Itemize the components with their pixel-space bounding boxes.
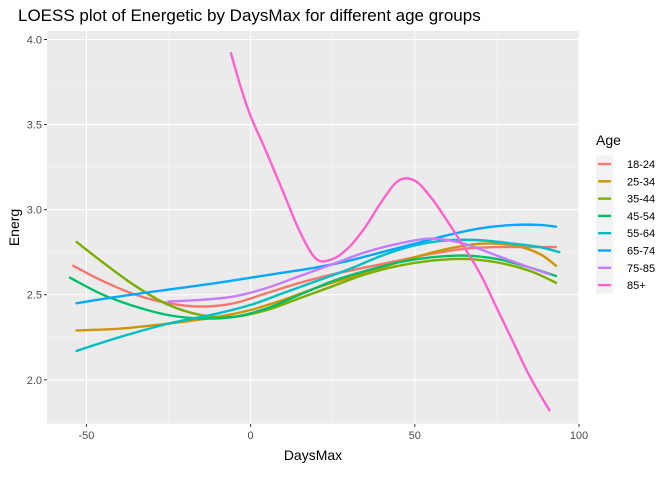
y-axis-title: Energ bbox=[6, 209, 22, 246]
y-axis: 2.0 2.5 3.0 3.5 4.0 bbox=[27, 35, 47, 387]
x-tick-label: 100 bbox=[570, 430, 588, 442]
legend-label-18-24: 18-24 bbox=[627, 159, 655, 171]
series-line-65-74 bbox=[75, 223, 558, 305]
grid-minor bbox=[47, 31, 579, 424]
legend-label-25-34: 25-34 bbox=[627, 176, 655, 188]
y-tick-label: 2.5 bbox=[27, 290, 42, 302]
legend-label-35-44: 35-44 bbox=[627, 194, 655, 206]
series-line-35-44 bbox=[75, 240, 558, 319]
x-axis-title: DaysMax bbox=[284, 447, 342, 463]
series-line-85+ bbox=[229, 51, 551, 412]
chart-title: LOESS plot of Energetic by DaysMax for d… bbox=[18, 6, 481, 25]
legend-label-65-74: 65-74 bbox=[627, 246, 655, 258]
legend: Age 18-24 25-34 35-44 45-54 55-64 65-74 75-85 8… bbox=[596, 132, 655, 294]
y-tick-label: 3.0 bbox=[27, 205, 42, 217]
plot-panel bbox=[47, 31, 579, 424]
y-tick-label: 3.5 bbox=[27, 120, 42, 132]
series-line-45-54 bbox=[68, 254, 558, 320]
y-tick-label: 4.0 bbox=[27, 35, 42, 47]
x-tick-label: -50 bbox=[78, 430, 94, 442]
series-line-75-85 bbox=[167, 237, 551, 303]
legend-title: Age bbox=[596, 132, 621, 148]
legend-label-75-85: 75-85 bbox=[627, 263, 655, 275]
y-tick-label: 2.0 bbox=[27, 375, 42, 387]
series-line-55-64 bbox=[75, 238, 561, 353]
x-axis: -50 0 50 100 bbox=[78, 424, 588, 442]
legend-label-45-54: 45-54 bbox=[627, 211, 655, 223]
legend-label-85+: 85+ bbox=[627, 280, 646, 292]
x-tick-label: 0 bbox=[248, 430, 254, 442]
legend-label-55-64: 55-64 bbox=[627, 228, 655, 240]
series-line-18-24 bbox=[72, 245, 558, 308]
series-line-25-34 bbox=[75, 242, 558, 332]
x-tick-label: 50 bbox=[409, 430, 421, 442]
series-layer bbox=[68, 51, 561, 412]
legend-items: 18-24 25-34 35-44 45-54 55-64 65-74 75-85 85+ bbox=[596, 155, 655, 294]
